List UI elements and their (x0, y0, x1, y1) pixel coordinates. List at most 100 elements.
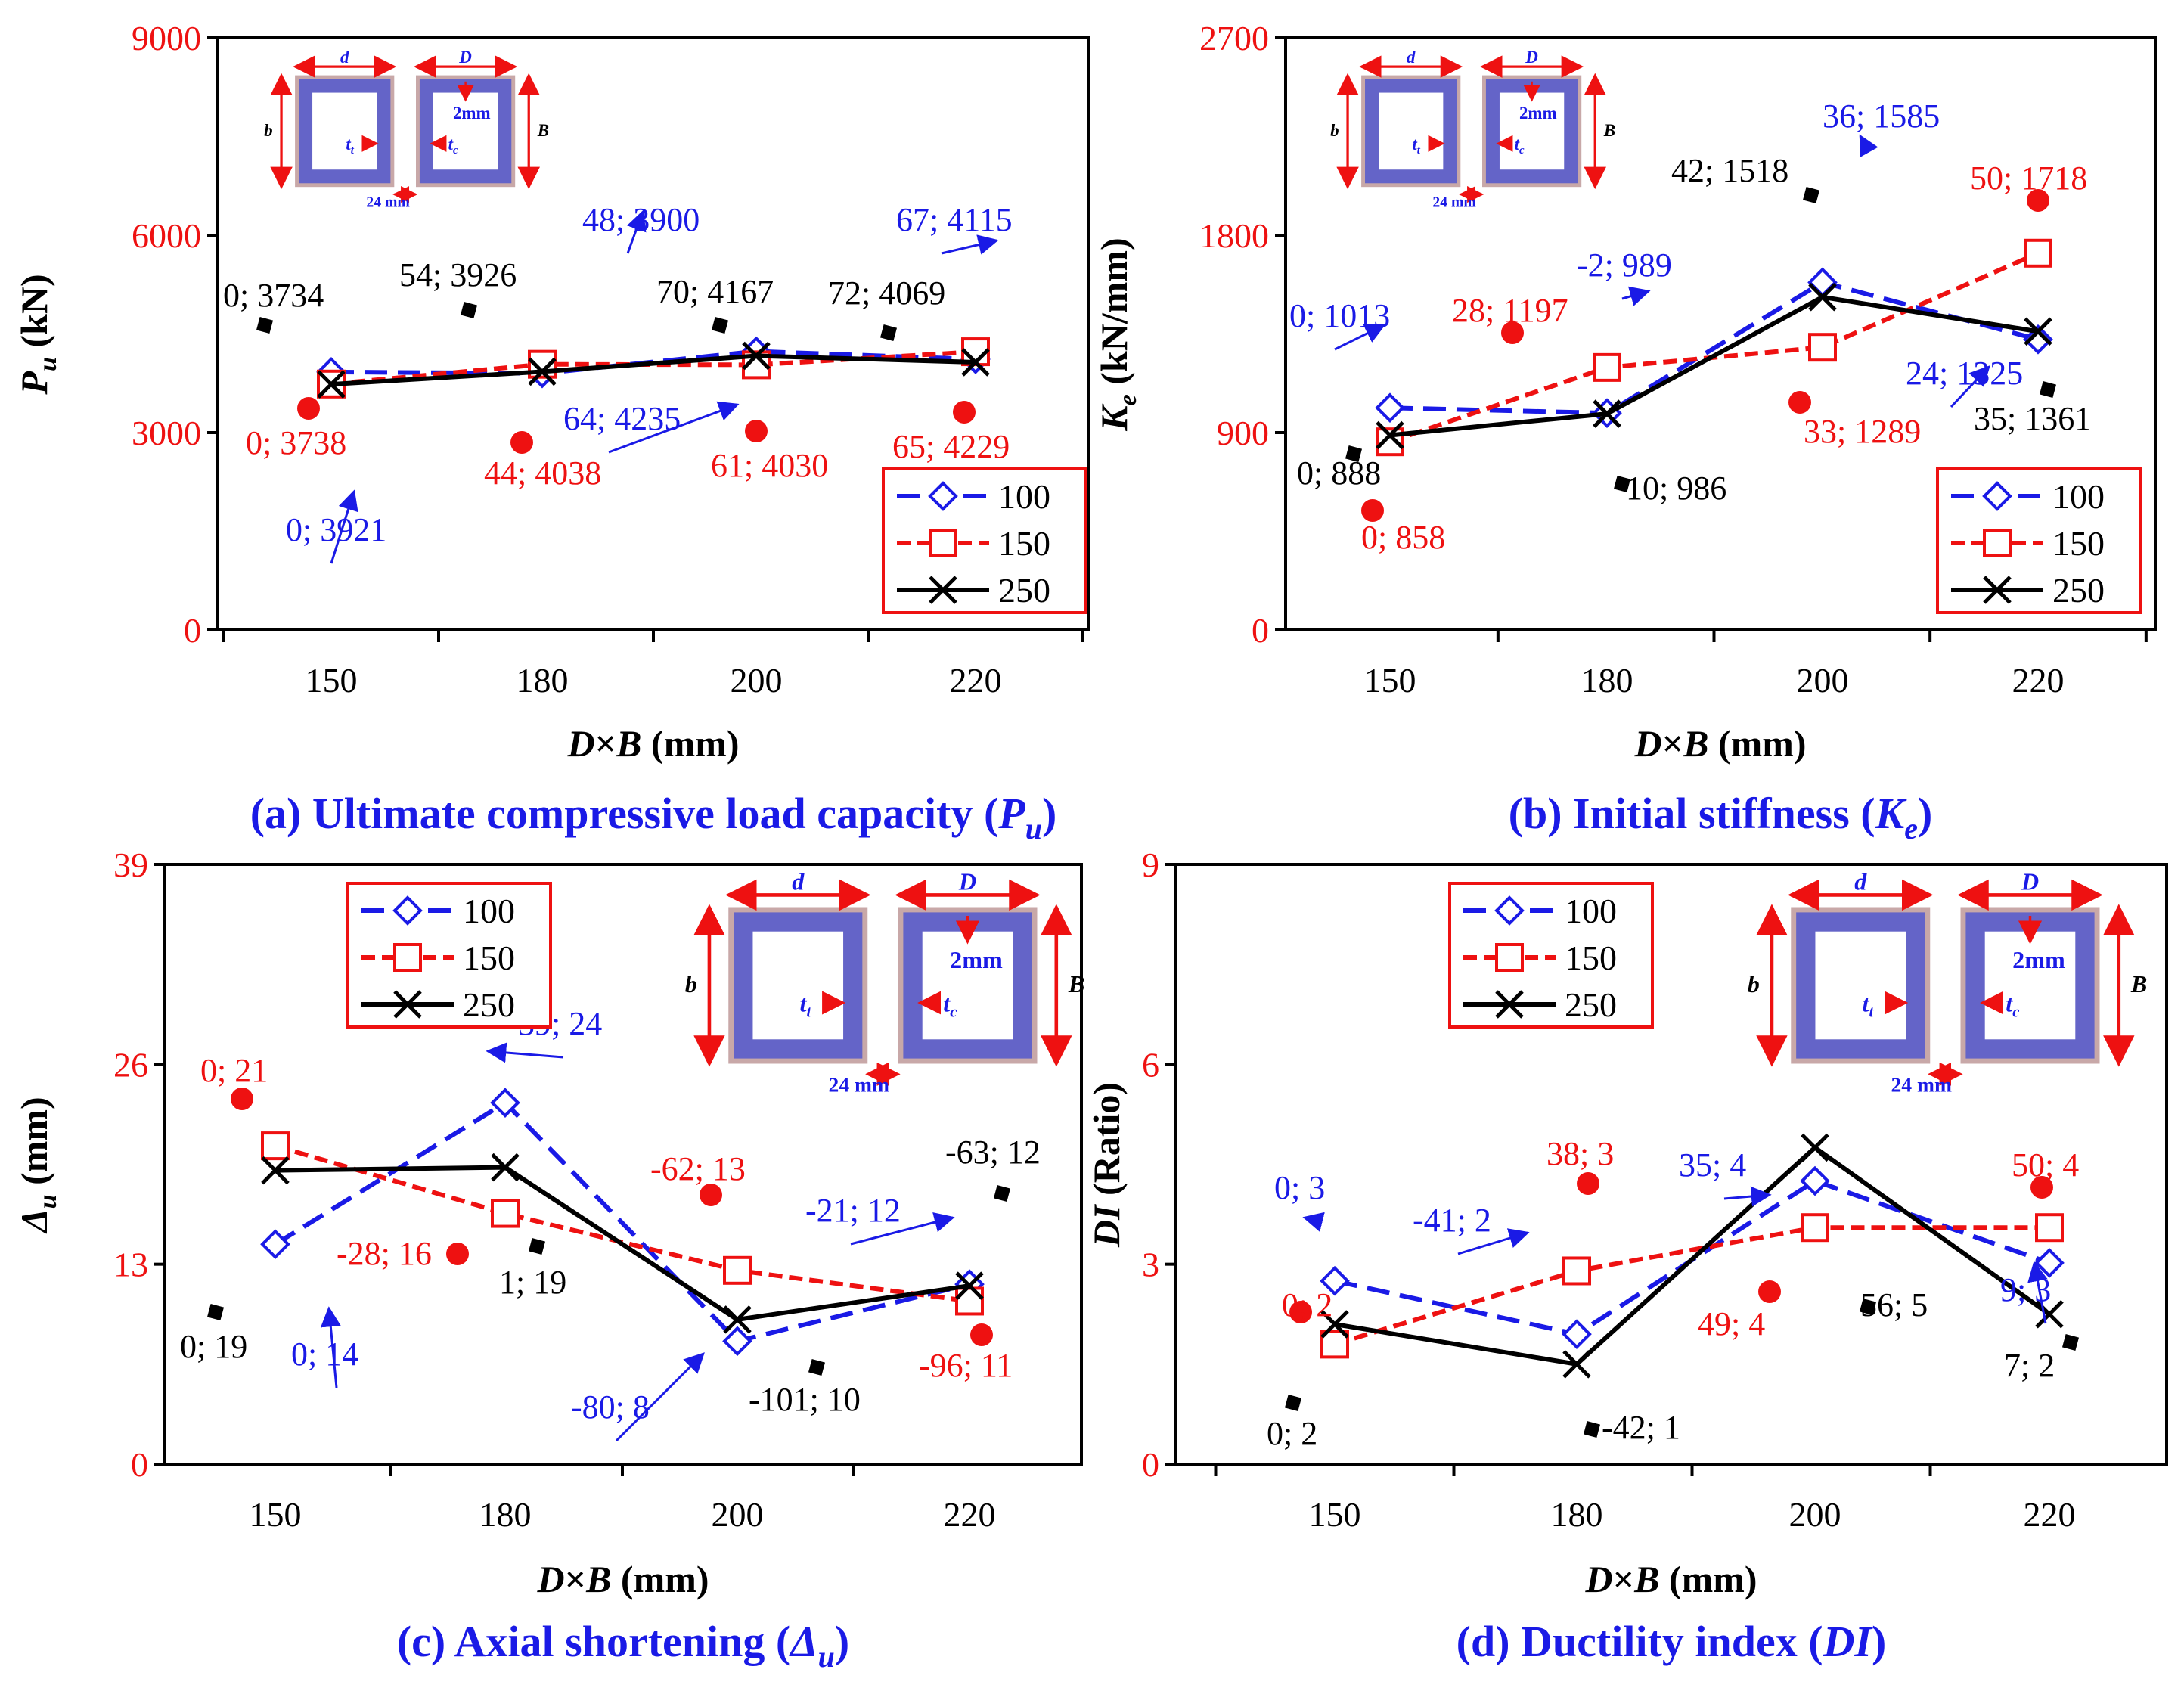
x-tick-label: 180 (1581, 661, 1633, 700)
y-axis-label: DI (Ratio) (1085, 1082, 1128, 1248)
label-2mm: 2mm (950, 946, 1003, 973)
legend: 100 150 250 (346, 882, 552, 1029)
annotation-label: 35; 4 (1679, 1146, 1746, 1184)
data-point-100 (1800, 1165, 1830, 1196)
y-tick-label: 0 (1252, 611, 1269, 650)
label-b: b (1748, 970, 1760, 998)
label-b: b (685, 970, 697, 998)
annotation-arrow (941, 234, 999, 255)
outer-section-core (922, 931, 1013, 1040)
annotation-dot (1361, 499, 1384, 522)
annotation-label: 33; 1289 (1804, 413, 1921, 450)
outer-section-core (1499, 92, 1565, 170)
x-tick-label: 180 (1551, 1495, 1603, 1534)
data-point-150 (1562, 1256, 1591, 1286)
data-point-250 (317, 370, 346, 399)
annotation-label: -41; 2 (1413, 1202, 1491, 1239)
label-b: b (264, 121, 272, 140)
outer-section-core (433, 92, 498, 170)
label-2mm: 2mm (2012, 946, 2065, 973)
annotation-label: 48; 3900 (582, 201, 700, 238)
label-tc: tc (2006, 990, 2019, 1021)
legend-label: 100 (1565, 892, 1617, 930)
annotation-square (256, 316, 274, 334)
data-point-150 (491, 1199, 520, 1228)
label-B: B (1068, 970, 1084, 998)
annotation-dot (2030, 1176, 2053, 1199)
label-D: D (2021, 868, 2039, 895)
label-2mm: 2mm (453, 104, 491, 123)
annotation-square (1802, 186, 1820, 204)
annotation-arrow (1302, 1212, 1325, 1232)
data-point-100 (1807, 267, 1838, 298)
y-tick-label: 0 (131, 1445, 148, 1484)
label-tt: tt (1863, 990, 1875, 1021)
y-axis-label: Pu (kN) (13, 274, 62, 395)
x-axis-label: D×B (mm) (566, 722, 739, 765)
annotation-dot (953, 401, 976, 424)
label-B: B (2130, 970, 2147, 998)
y-tick-label: 39 (113, 846, 148, 884)
annotation-label: 44; 4038 (484, 455, 601, 492)
legend-marker-100 (1982, 481, 2012, 511)
data-point-100 (722, 1326, 752, 1357)
x-tick-label: 180 (517, 661, 569, 700)
plot-frame (1284, 36, 2157, 631)
legend-marker-100 (928, 481, 958, 511)
annotation-label: 0; 2 (1267, 1415, 1317, 1452)
annotation-square (1613, 475, 1631, 493)
annotation-label: 0; 3738 (246, 424, 346, 461)
legend-marker-250 (393, 990, 422, 1019)
annotation-label: 35; 1361 (1974, 400, 2091, 437)
inner-section-core (1815, 931, 1906, 1040)
annotation-arrow (320, 1306, 341, 1388)
y-tick-label: 3 (1142, 1246, 1159, 1284)
annotation-arrow (850, 1212, 955, 1246)
annotation-label: 50; 1718 (1970, 160, 2087, 197)
panel-caption: (b) Initial stiffness (Ke) (1509, 789, 1933, 846)
data-point-250 (261, 1156, 290, 1185)
y-tick-label: 1800 (1199, 216, 1269, 255)
legend-label: 100 (2052, 477, 2105, 516)
annotation-label: -42; 1 (1602, 1409, 1680, 1446)
data-point-250 (961, 348, 990, 377)
y-tick-label: 9000 (132, 19, 201, 57)
annotation-arrow (1334, 324, 1386, 351)
annotation-arrow (1457, 1228, 1530, 1255)
annotation-label: 24; 1325 (1906, 355, 2023, 392)
annotation-square (2061, 1333, 2080, 1351)
series-line-250 (1389, 294, 2039, 438)
annotation-square (460, 301, 478, 319)
data-point-250 (1320, 1310, 1349, 1339)
annotation-label: 56; 5 (1860, 1286, 1928, 1323)
series-line-100 (1389, 280, 2039, 416)
cross-section-inset: d Db B 2mm 24 mm tt tc (1330, 48, 1615, 210)
annotation-label: 1; 19 (499, 1264, 566, 1301)
legend-label: 250 (2052, 571, 2105, 610)
annotation-square (2039, 380, 2057, 399)
cross-section-inset: d Db B 2mm 24 mm tt tc (264, 48, 549, 210)
label-b: b (1330, 121, 1339, 140)
label-24mm: 24 mm (1891, 1072, 1952, 1096)
legend-marker-150 (929, 529, 957, 557)
legend-marker-150 (1495, 943, 1524, 972)
annotation-arrow (330, 489, 358, 564)
annotation-label: 0; 21 (200, 1052, 268, 1089)
cross-section-inset: d Db B 2mm 24 mm tt tc (1748, 868, 2148, 1097)
label-2mm: 2mm (1519, 104, 1557, 123)
annotation-square (206, 1303, 225, 1321)
annotation-square (1859, 1298, 1877, 1316)
x-tick-label: 180 (479, 1495, 532, 1534)
x-tick-label: 200 (731, 661, 783, 700)
annotation-arrow (626, 209, 647, 254)
plot-frame (1174, 863, 2168, 1466)
annotation-arrow (1859, 134, 1878, 157)
annotation-label: -2; 989 (1577, 247, 1672, 284)
annotation-label: -63; 12 (945, 1134, 1041, 1171)
annotation-square (1284, 1394, 1302, 1412)
annotation-dot (745, 420, 768, 442)
label-D: D (958, 868, 976, 895)
annotation-square (879, 324, 898, 342)
legend-marker-250 (1983, 576, 2012, 604)
label-24mm: 24 mm (366, 194, 410, 210)
